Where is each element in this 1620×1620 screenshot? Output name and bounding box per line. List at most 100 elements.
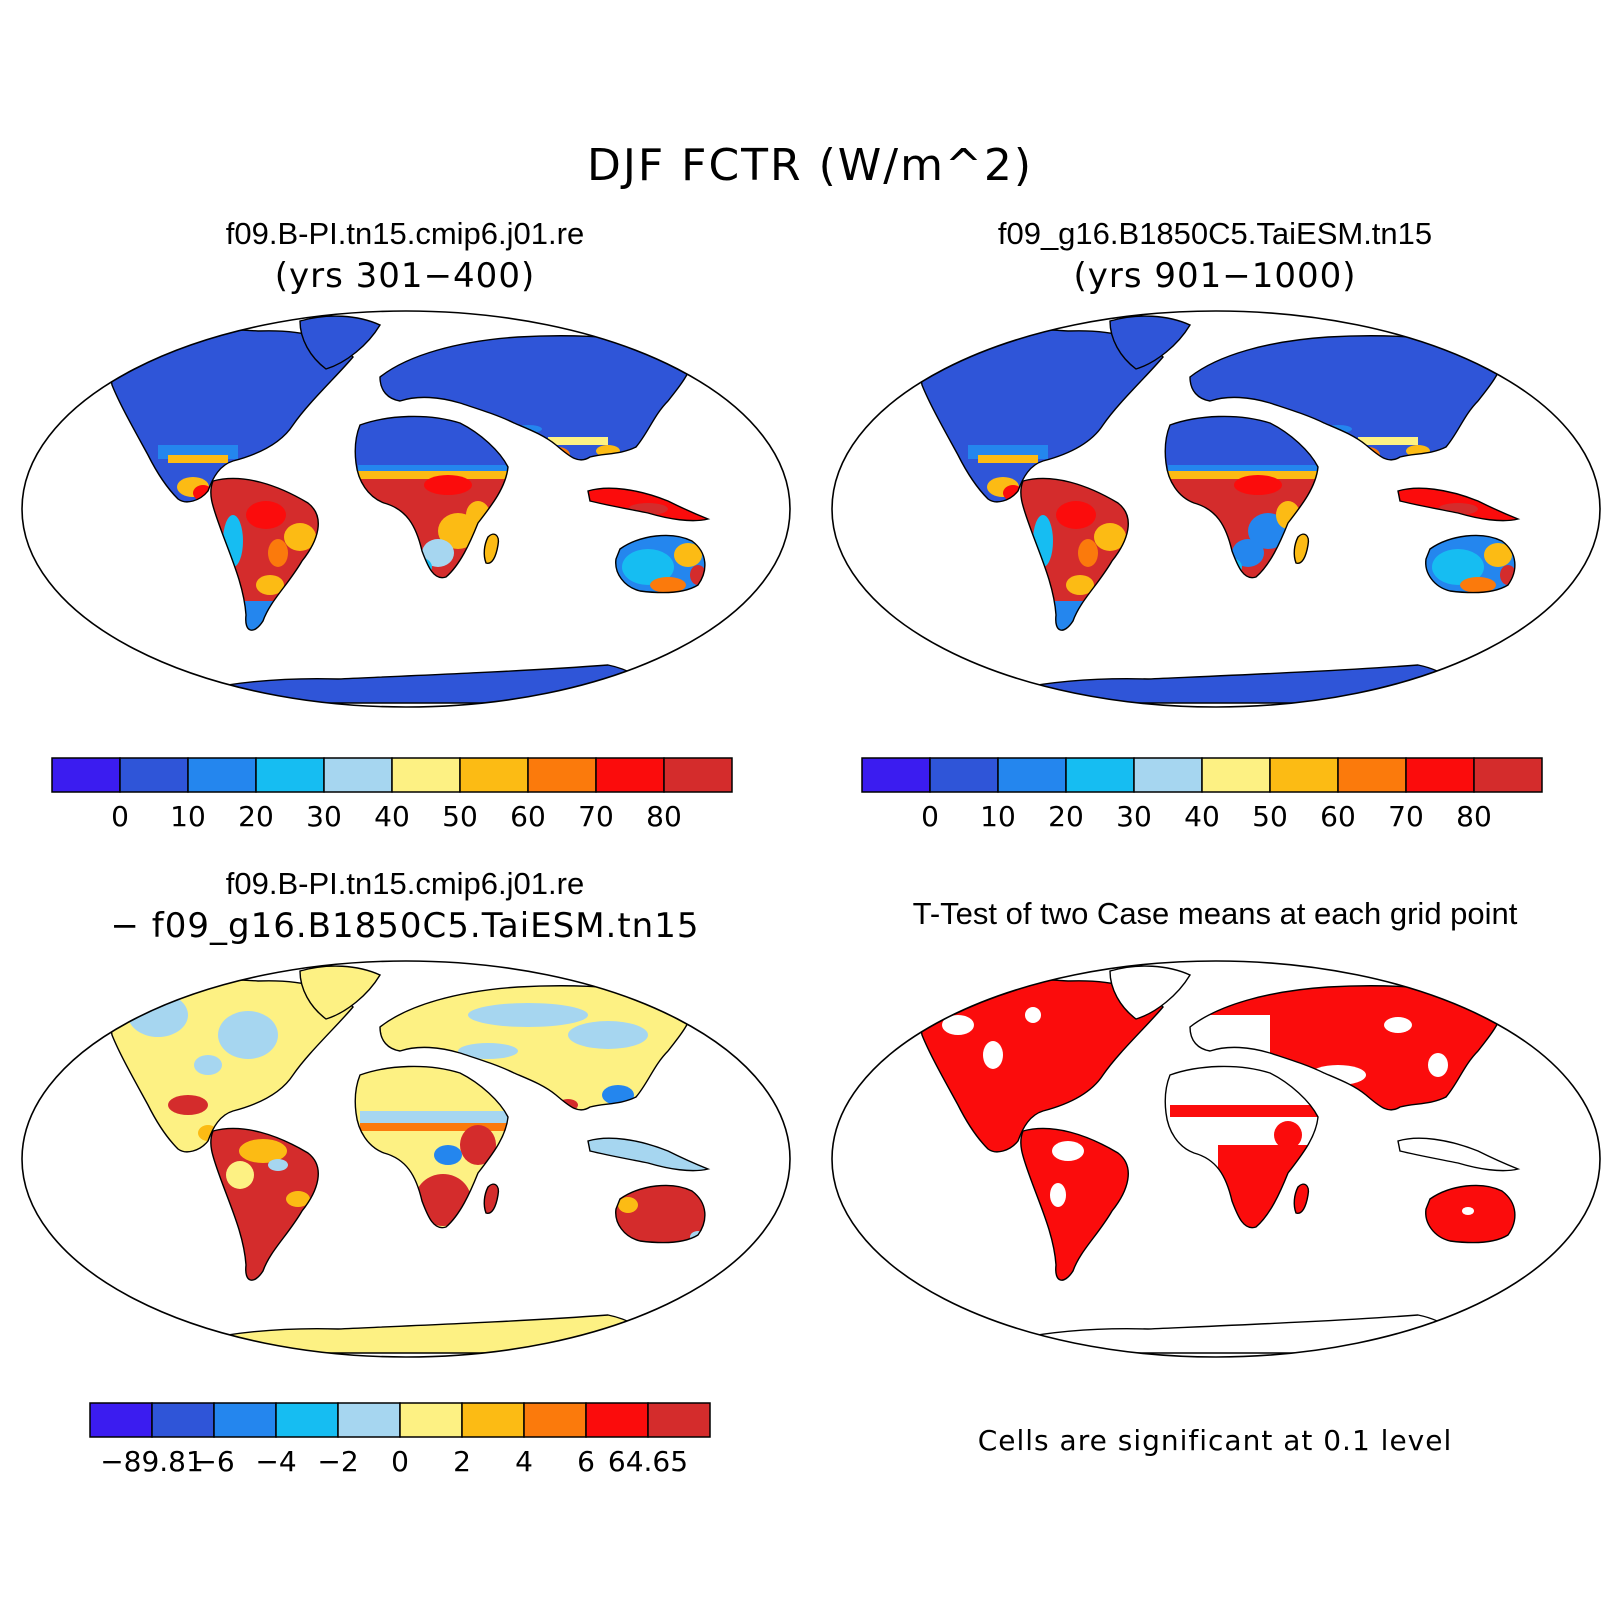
- field-patch: [622, 549, 674, 585]
- colorbar-label: 64.65: [608, 1445, 688, 1478]
- map-case-2: [831, 310, 1601, 708]
- field-patch: [424, 475, 472, 495]
- north-america-patches: [942, 1007, 1041, 1069]
- greenland: [299, 315, 382, 370]
- field-patch: [360, 1123, 508, 1131]
- colorbar-box: [527, 757, 597, 793]
- south-america-outline: [1020, 477, 1129, 631]
- field-patch: [468, 1003, 588, 1027]
- colorbar-label: 30: [306, 800, 342, 833]
- colorbar-box: [89, 1402, 153, 1438]
- madagascar: [1293, 1183, 1310, 1214]
- field-patch: [1274, 1121, 1302, 1149]
- field-patch: [1094, 523, 1126, 551]
- greenland: [299, 965, 382, 1020]
- greenland: [1109, 965, 1192, 1020]
- southeast-asia: [587, 1137, 711, 1172]
- colorbar-case-2: 0 10 20 30 40 50 60 70 80: [861, 757, 1543, 833]
- africa-patches: [360, 1111, 508, 1226]
- field-patch: [434, 1145, 462, 1165]
- field-patch: [942, 1015, 974, 1035]
- colorbar-box: [523, 1402, 587, 1438]
- greenland-fill: [1110, 316, 1190, 369]
- south-america-fill: [1020, 1128, 1129, 1281]
- eurasia: [379, 985, 692, 1111]
- colorbar-box: [663, 757, 733, 793]
- field-patch: [983, 1041, 1003, 1069]
- colorbar-label: 0: [921, 800, 939, 833]
- field-patch: [1428, 1053, 1448, 1077]
- field-patch: [1232, 539, 1264, 567]
- africa-outline: [354, 1065, 509, 1229]
- madagascar: [483, 1183, 500, 1214]
- colorbar-label: 50: [442, 800, 478, 833]
- colorbar-label: −89.81: [100, 1445, 204, 1478]
- north-america-fill: [918, 980, 1163, 1152]
- field-patch: [1234, 475, 1282, 495]
- southeast-asia-outline: [1397, 487, 1521, 522]
- north-america-outline: [917, 979, 1164, 1153]
- south-america-fill: [1020, 478, 1129, 631]
- field-patch: [239, 1139, 287, 1163]
- field-patch: [1462, 1207, 1474, 1215]
- colorbar-label: 20: [1048, 800, 1084, 833]
- antarctica-fill: [158, 665, 664, 703]
- colorbar-label: 4: [515, 1445, 533, 1478]
- southeast-asia: [1397, 487, 1521, 522]
- colorbar-label: 80: [1456, 800, 1492, 833]
- field-patch: [284, 523, 316, 551]
- australia: [615, 534, 706, 594]
- north-america: [107, 329, 354, 503]
- field-patch: [246, 501, 286, 529]
- southeast-asia-fill: [588, 1138, 708, 1171]
- colorbar-box: [929, 757, 999, 793]
- australia: [615, 1184, 706, 1244]
- colorbar-box: [51, 757, 121, 793]
- north-america-outline: [107, 329, 354, 503]
- field-patch: [360, 1111, 508, 1123]
- eurasia-outline: [1189, 985, 1502, 1111]
- antarctica-fill: [158, 1315, 664, 1353]
- eurasia-fill: [380, 335, 691, 460]
- colorbar-box: [585, 1402, 649, 1438]
- colorbar-label: 2: [453, 1445, 471, 1478]
- colorbar-label: −4: [255, 1445, 296, 1478]
- south-america: [210, 1127, 319, 1281]
- madagascar-outline: [1293, 533, 1310, 564]
- antarctica-fill: [968, 665, 1474, 703]
- australia-outline: [1425, 534, 1516, 594]
- colorbar-label: 60: [1320, 800, 1356, 833]
- north-america: [107, 979, 354, 1153]
- colorbar-label: 50: [1252, 800, 1288, 833]
- colorbar-label: 6: [577, 1445, 595, 1478]
- field-patch: [1168, 471, 1318, 481]
- colorbar-label: 30: [1116, 800, 1152, 833]
- colorbar-box: [399, 1402, 463, 1438]
- greenland-outline: [1109, 965, 1192, 1020]
- greenland: [1109, 315, 1192, 370]
- australia-patches: [1432, 543, 1515, 593]
- south-america-outline: [210, 477, 319, 631]
- eurasia-fill: [1190, 335, 1501, 460]
- australia: [1425, 534, 1516, 594]
- southeast-asia-outline: [587, 487, 711, 522]
- field-patch: [650, 577, 686, 593]
- colorbar-box: [119, 757, 189, 793]
- southeast-asia: [1397, 1137, 1521, 1172]
- australia-outline: [615, 534, 706, 594]
- colorbar-label: 40: [374, 800, 410, 833]
- north-america: [917, 979, 1164, 1153]
- greenland-fill: [300, 966, 380, 1019]
- field-patch: [194, 1055, 222, 1075]
- map-frame: [831, 960, 1601, 1358]
- colorbar-box: [1405, 757, 1475, 793]
- panel-2-subtitle: (yrs 901−1000): [1073, 256, 1357, 296]
- field-patch: [458, 1043, 518, 1059]
- southeast-asia-outline: [1397, 1137, 1521, 1172]
- colorbar-box: [391, 757, 461, 793]
- colorbar-label: −6: [193, 1445, 234, 1478]
- australia-outline: [1425, 1184, 1516, 1244]
- greenland-outline: [299, 965, 382, 1020]
- eurasia-patches: [458, 1003, 648, 1110]
- field-patch: [168, 1095, 208, 1115]
